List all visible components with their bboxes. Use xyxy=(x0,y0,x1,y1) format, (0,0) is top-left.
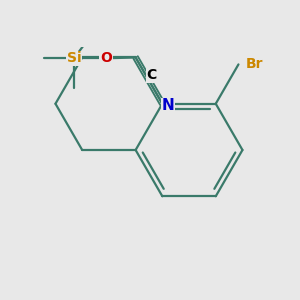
Text: O: O xyxy=(100,51,112,65)
Text: Br: Br xyxy=(246,57,263,71)
Text: N: N xyxy=(162,98,175,113)
Text: Si: Si xyxy=(67,51,81,65)
Text: C: C xyxy=(147,68,157,83)
